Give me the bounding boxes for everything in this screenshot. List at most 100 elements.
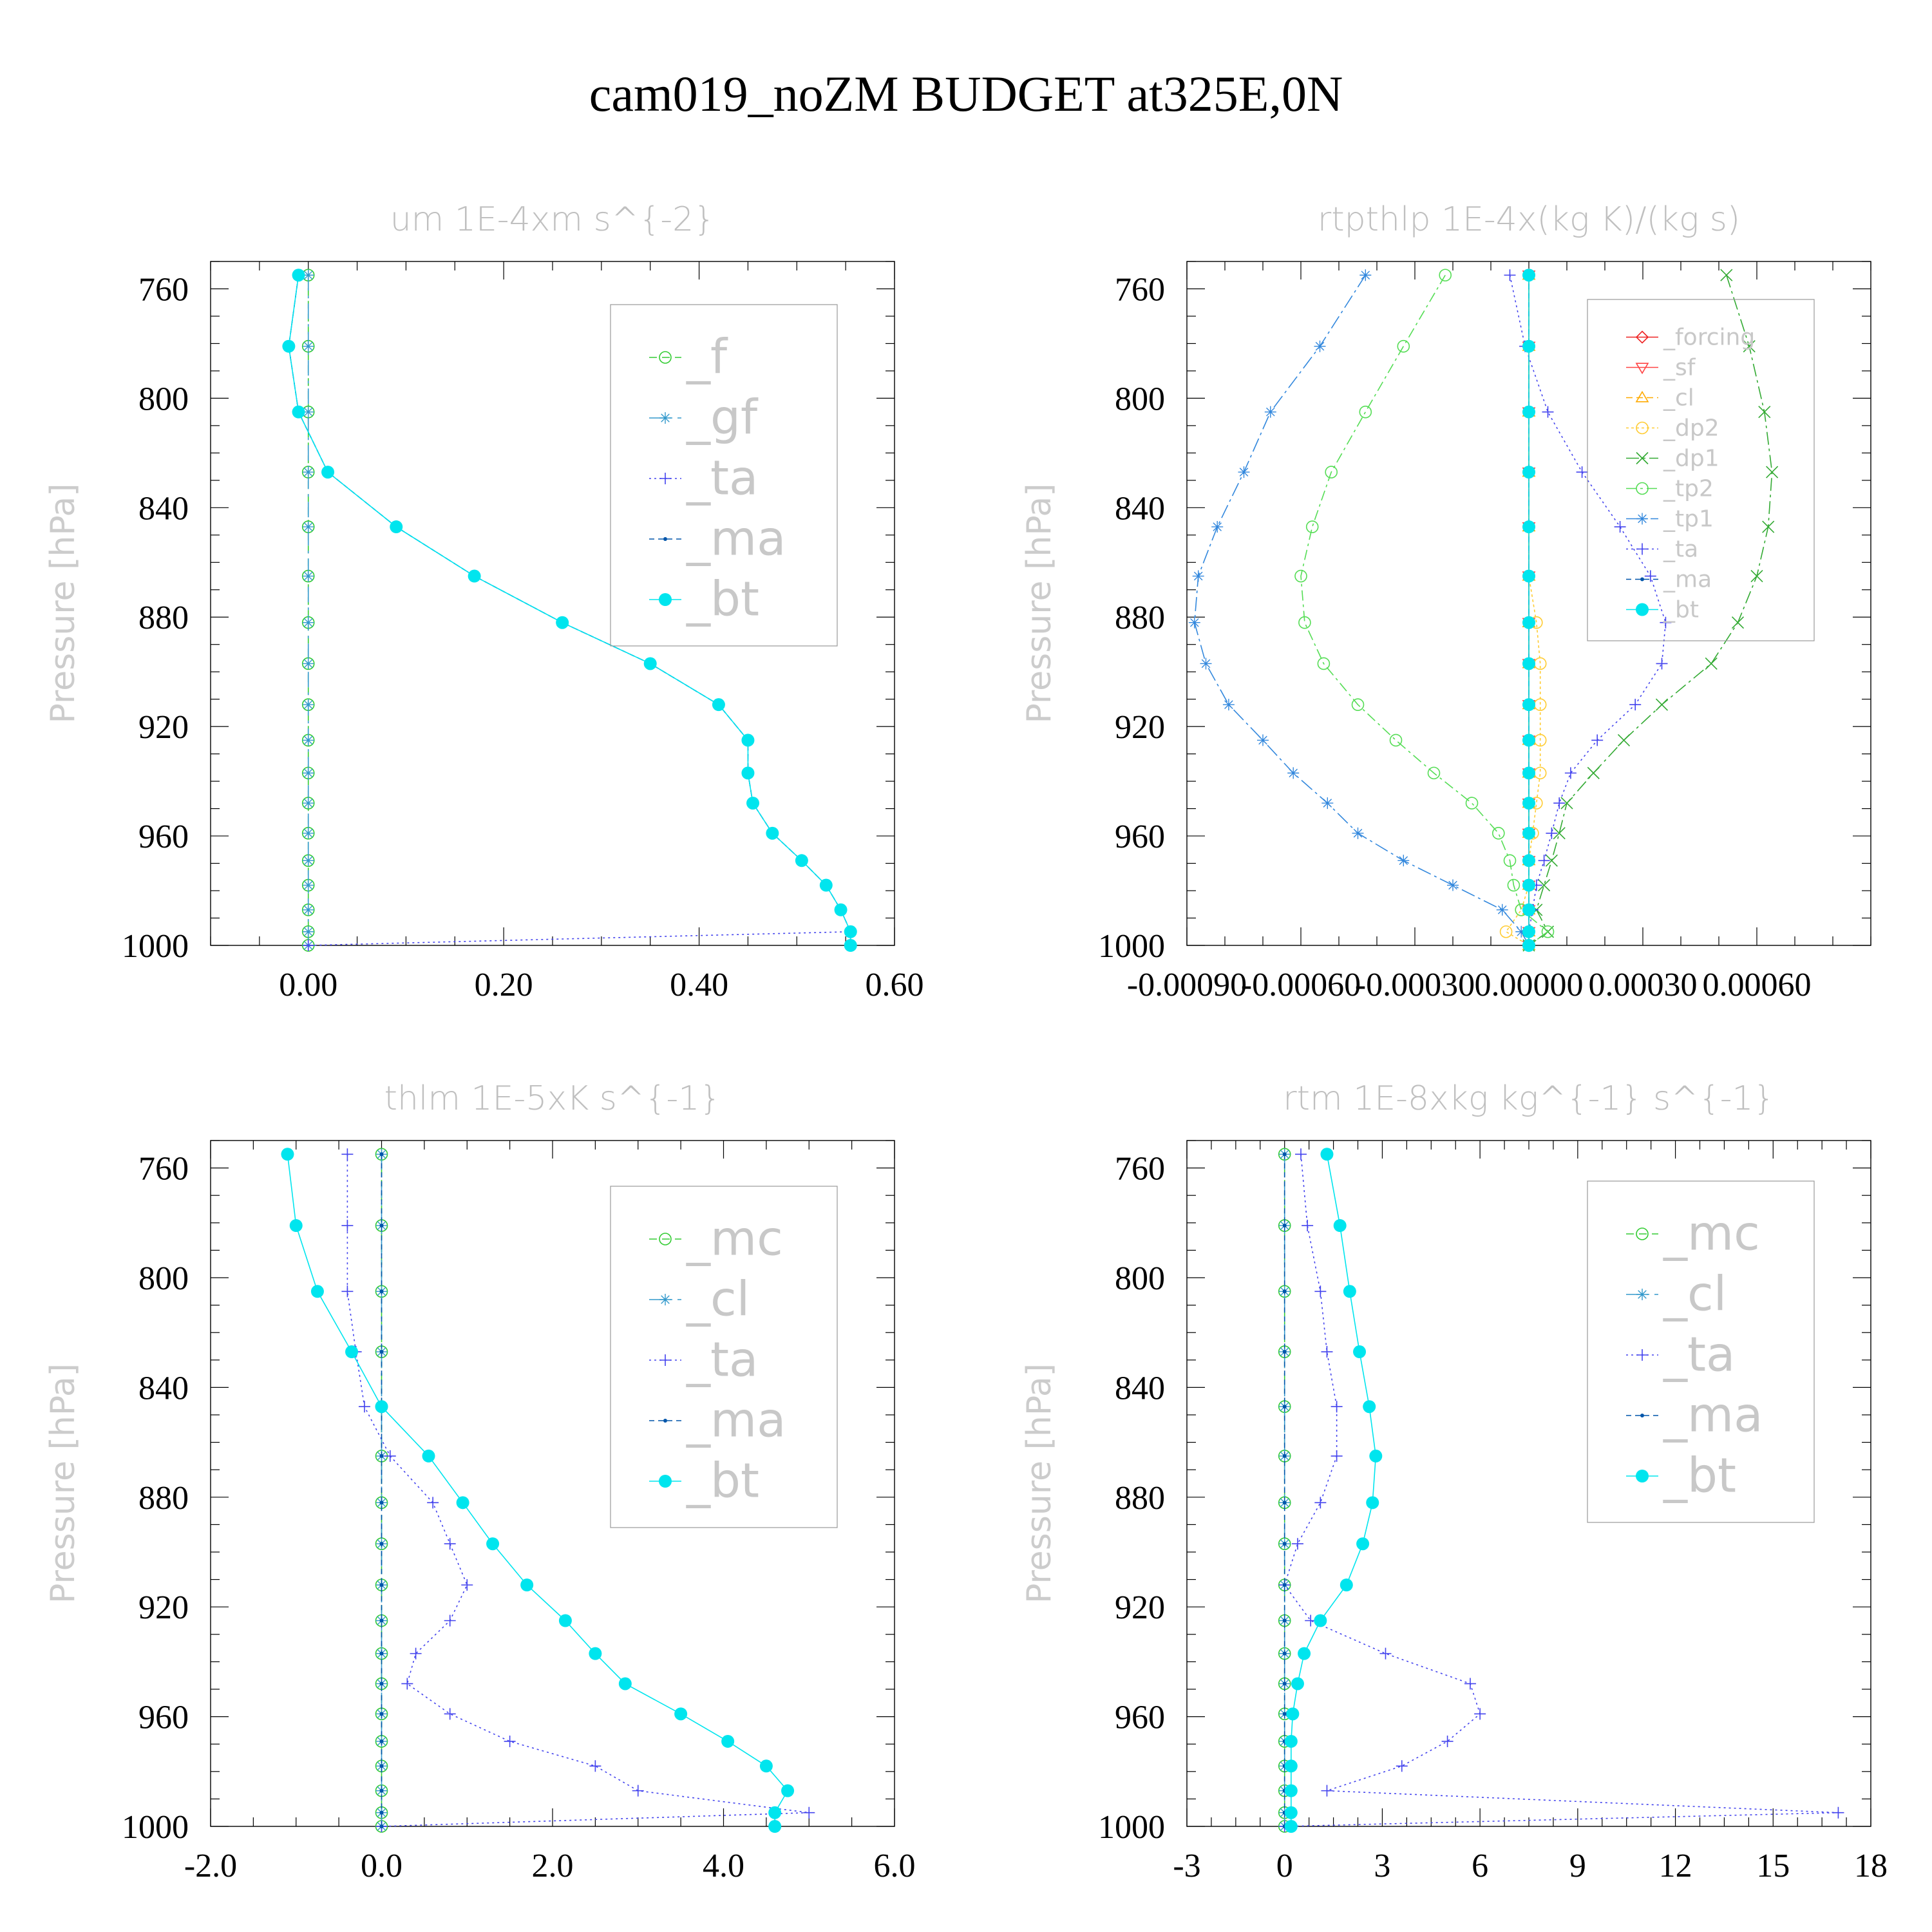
- data-point: [379, 1739, 384, 1743]
- series-bt: [282, 269, 857, 952]
- data-point: [1351, 698, 1365, 711]
- series-line: [288, 275, 851, 945]
- data-point: [1496, 904, 1508, 916]
- data-point: [632, 1785, 644, 1797]
- data-point: [1295, 1148, 1307, 1160]
- x-tick-label: -0.00090: [1127, 967, 1247, 1003]
- panel-2: rtpthlp 1E-4x(kg K)/(kg s) Pressure [hPa]…: [1020, 200, 1871, 1003]
- data-point: [781, 1784, 795, 1797]
- data-point: [341, 1148, 354, 1160]
- x-tick-label: 18: [1854, 1848, 1888, 1884]
- data-point: [1282, 1651, 1287, 1656]
- data-point: [1731, 616, 1745, 629]
- data-point: [766, 826, 779, 840]
- data-point: [1282, 1712, 1287, 1716]
- legend-marker: [1636, 451, 1649, 465]
- data-point: [1291, 1538, 1303, 1550]
- data-point: [1353, 1345, 1367, 1359]
- x-tick-label: 0.00030: [1589, 967, 1698, 1003]
- data-point: [1553, 827, 1566, 840]
- series-gf: [302, 269, 314, 951]
- data-point: [803, 1806, 815, 1819]
- x-tick-label: -2.0: [184, 1848, 237, 1884]
- data-point: [741, 766, 755, 780]
- legend-marker: [659, 351, 672, 364]
- legend-label: _ma: [686, 1392, 786, 1448]
- y-tick-label: 1000: [122, 928, 189, 965]
- legend-label: _bt: [1663, 596, 1699, 623]
- data-point: [1284, 1784, 1298, 1797]
- data-point: [401, 1678, 413, 1690]
- legend: _forcing _sf _cl _dp2 _dp1 _tp2 _tp1 _ta _ma _bt: [1587, 299, 1815, 641]
- data-point: [1522, 939, 1535, 952]
- series-line: [1283, 1154, 1839, 1827]
- data-point: [427, 1497, 439, 1509]
- legend-label: _ma: [1663, 566, 1712, 592]
- data-point: [795, 854, 808, 867]
- data-point: [1317, 657, 1331, 670]
- data-point: [379, 1289, 384, 1294]
- x-tick-label: 6: [1472, 1848, 1488, 1884]
- series-ta: [341, 1148, 815, 1832]
- data-point: [341, 1220, 354, 1232]
- data-point: [768, 1806, 782, 1819]
- data-point: [461, 1579, 473, 1591]
- legend-label: _mc: [1663, 1206, 1760, 1261]
- data-point: [358, 1401, 370, 1413]
- data-point: [721, 1734, 735, 1748]
- y-tick-label: 880: [1115, 600, 1165, 636]
- legend-marker: [663, 537, 667, 541]
- y-tick-label: 760: [138, 1151, 189, 1188]
- y-tick-label: 960: [138, 1700, 189, 1736]
- data-point: [1314, 1285, 1327, 1298]
- data-point: [1522, 734, 1535, 747]
- series-bt: [1522, 269, 1535, 952]
- series-tp2: [1294, 269, 1555, 952]
- legend-marker: [659, 593, 672, 606]
- data-point: [1397, 339, 1410, 353]
- data-point: [1298, 1647, 1311, 1660]
- legend-label: _bt: [686, 571, 759, 627]
- x-tick-label: 0.0: [361, 1848, 402, 1884]
- data-point: [1366, 1496, 1379, 1510]
- legend-marker: [659, 1233, 672, 1245]
- data-point: [1286, 1707, 1300, 1721]
- data-point: [1284, 1759, 1298, 1773]
- data-point: [1515, 925, 1528, 938]
- data-point: [1192, 570, 1204, 582]
- data-point: [1331, 1401, 1343, 1413]
- x-tick-label: 3: [1374, 1848, 1390, 1884]
- y-tick-label: 760: [1115, 1151, 1165, 1188]
- data-point: [1314, 1497, 1327, 1509]
- data-point: [379, 1583, 384, 1587]
- data-point: [1720, 269, 1733, 281]
- data-point: [1282, 1405, 1287, 1409]
- data-point: [1282, 1501, 1287, 1505]
- data-point: [1587, 766, 1600, 779]
- legend-marker: [1636, 1227, 1649, 1240]
- data-point: [520, 1578, 534, 1592]
- data-point: [1359, 405, 1372, 419]
- series-line: [1300, 274, 1549, 946]
- data-point: [1504, 269, 1516, 281]
- data-point: [1282, 1542, 1287, 1546]
- series-ma: [1282, 1152, 1287, 1828]
- data-point: [468, 569, 481, 583]
- data-point: [302, 797, 314, 810]
- data-point: [1522, 269, 1535, 282]
- panel-title: rtpthlp 1E-4x(kg K)/(kg s): [1318, 200, 1740, 239]
- x-tick-label: -0.00030: [1355, 967, 1475, 1003]
- y-tick-label: 920: [1115, 709, 1165, 746]
- data-point: [1340, 1578, 1353, 1592]
- legend-marker: [659, 1294, 671, 1305]
- data-point: [1282, 1152, 1287, 1157]
- data-point: [1282, 1454, 1287, 1458]
- legend-label: _dp1: [1663, 445, 1719, 471]
- x-tick-label: 9: [1569, 1848, 1586, 1884]
- data-point: [379, 1350, 384, 1354]
- data-point: [302, 406, 314, 418]
- data-point: [1343, 1285, 1356, 1298]
- legend-marker: [659, 473, 671, 484]
- data-point: [1492, 827, 1505, 840]
- legend-label: _cl: [1663, 384, 1694, 411]
